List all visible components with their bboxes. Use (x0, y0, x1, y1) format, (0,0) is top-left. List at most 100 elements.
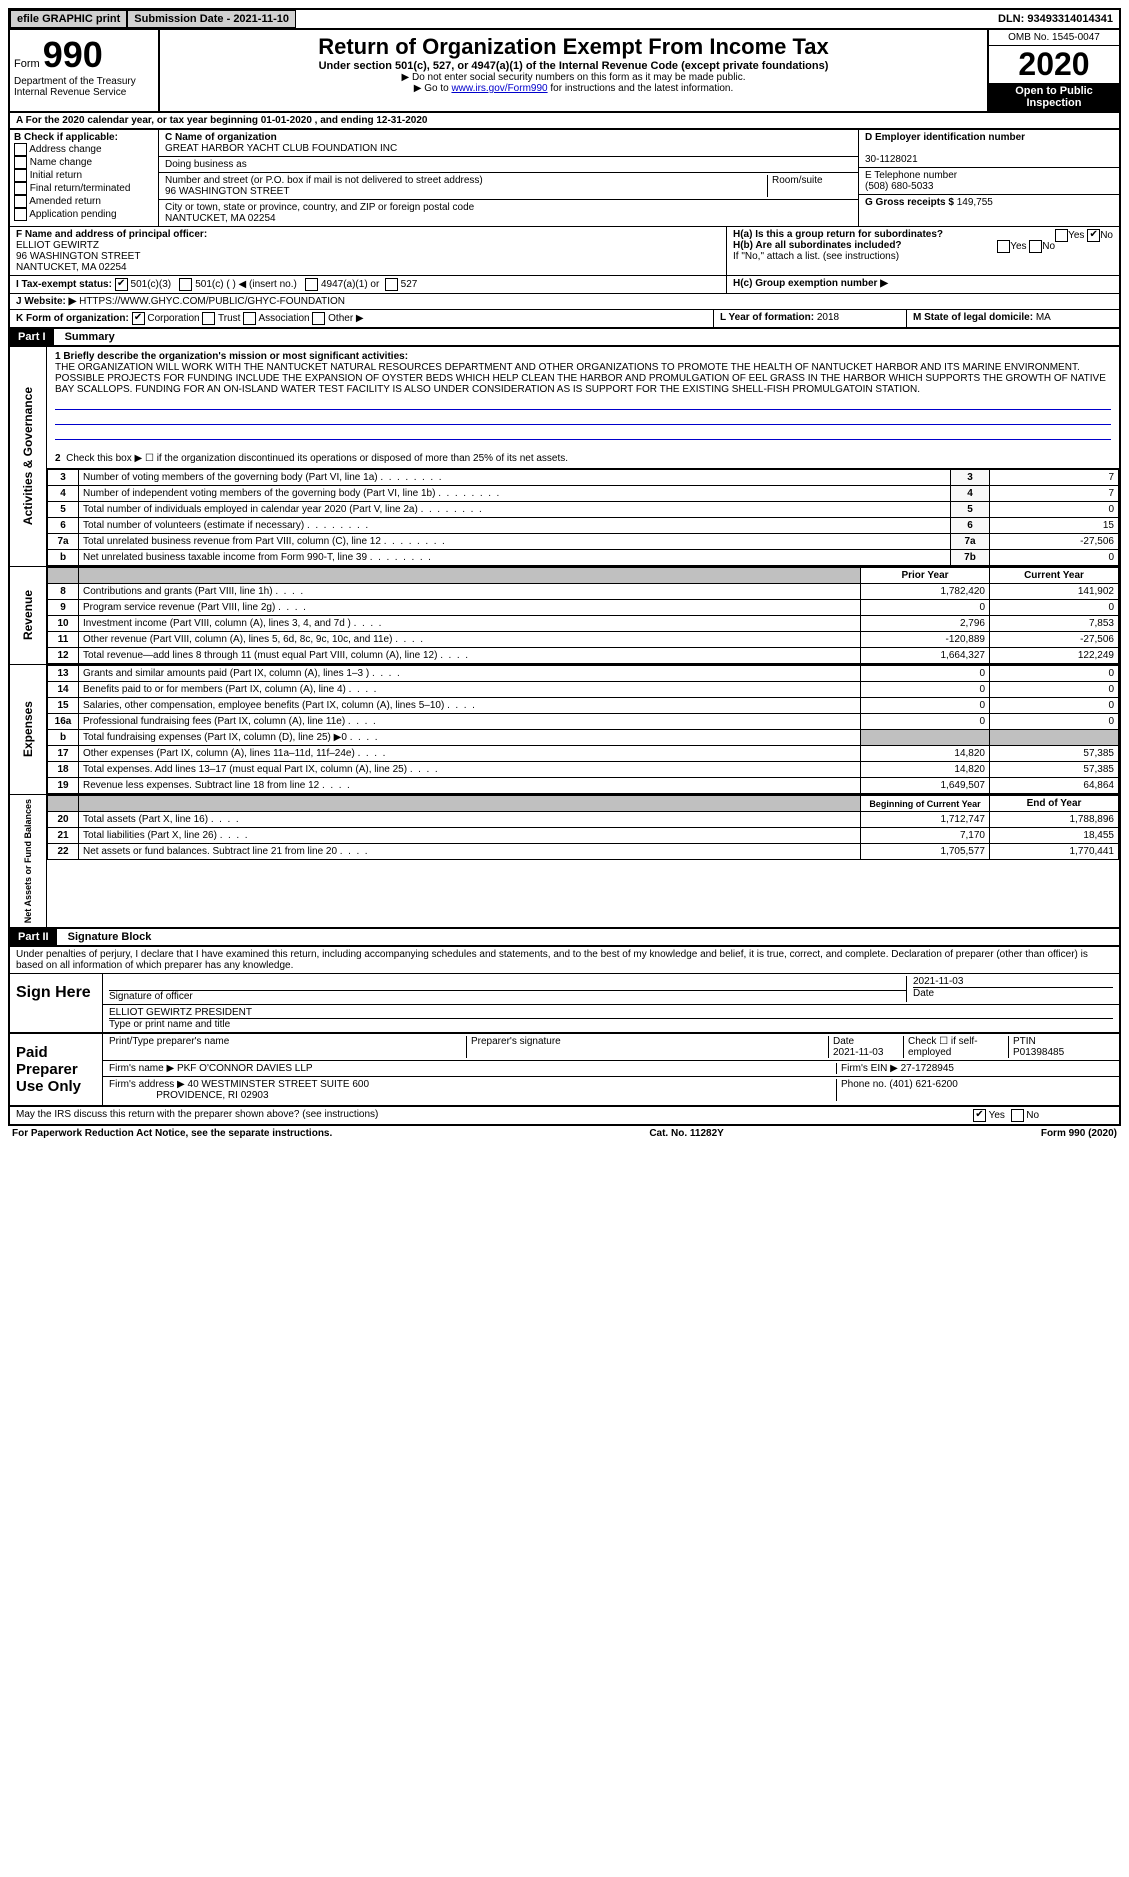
table-row: 20Total assets (Part X, line 16) . . . .… (48, 812, 1119, 828)
open-public-label: Open to Public Inspection (989, 83, 1119, 111)
sig-officer-label: Signature of officer (109, 990, 906, 1002)
opt-corp: Corporation (147, 313, 199, 324)
prep-date-val: 2021-11-03 (833, 1047, 883, 1058)
ha-yes: Yes (1068, 230, 1084, 241)
table-row: bNet unrelated business taxable income f… (48, 550, 1119, 566)
irs-link[interactable]: www.irs.gov/Form990 (451, 83, 547, 94)
table-row: 10Investment income (Part VIII, column (… (48, 616, 1119, 632)
city-label: City or town, state or province, country… (165, 202, 474, 213)
footer-mid: Cat. No. 11282Y (649, 1128, 723, 1139)
paid-preparer-section: Paid Preparer Use Only Print/Type prepar… (8, 1034, 1121, 1107)
footer-left: For Paperwork Reduction Act Notice, see … (12, 1128, 332, 1139)
table-row: 18Total expenses. Add lines 13–17 (must … (48, 762, 1119, 778)
firm-phone: (401) 621-6200 (889, 1079, 957, 1090)
sign-here-section: Sign Here Signature of officer 2021-11-0… (8, 974, 1121, 1034)
officer-name-title: ELLIOT GEWIRTZ PRESIDENT (109, 1007, 252, 1018)
firm-addr-label: Firm's address ▶ (109, 1079, 185, 1090)
opt-amended: Amended return (29, 196, 101, 207)
line-j-label: J Website: ▶ (16, 296, 76, 307)
chk-501c3[interactable] (115, 278, 128, 291)
table-row: 3Number of voting members of the governi… (48, 470, 1119, 486)
firm-name: PKF O'CONNOR DAVIES LLP (177, 1063, 313, 1074)
domicile-state: MA (1036, 312, 1051, 323)
chk-hb-yes[interactable] (997, 240, 1010, 253)
chk-amended[interactable] (14, 195, 27, 208)
tax-year: 2020 (989, 46, 1119, 83)
officer-label: F Name and address of principal officer: (16, 229, 207, 240)
chk-ha-yes[interactable] (1055, 229, 1068, 242)
row-i: I Tax-exempt status: 501(c)(3) 501(c) ( … (8, 276, 1121, 294)
firm-addr2: PROVIDENCE, RI 02903 (156, 1090, 268, 1101)
section-revenue: Revenue Prior YearCurrent Year8Contribut… (8, 567, 1121, 665)
chk-address-change[interactable] (14, 143, 27, 156)
chk-4947[interactable] (305, 278, 318, 291)
firm-ein: 27-1728945 (901, 1063, 954, 1074)
phone-label: E Telephone number (865, 170, 957, 181)
website-value: HTTPS://WWW.GHYC.COM/PUBLIC/GHYC-FOUNDAT… (79, 296, 345, 307)
table-row: Beginning of Current YearEnd of Year (48, 796, 1119, 812)
mission-block: 1 Briefly describe the organization's mi… (47, 347, 1119, 469)
table-row: 5Total number of individuals employed in… (48, 502, 1119, 518)
chk-corp[interactable] (132, 312, 145, 325)
hc-label: H(c) Group exemption number ▶ (733, 278, 888, 289)
label-governance: Activities & Governance (19, 383, 37, 529)
discuss-no: No (1026, 1110, 1039, 1121)
part2-title: Signature Block (60, 931, 152, 943)
part1-title: Summary (57, 331, 115, 343)
chk-discuss-no[interactable] (1011, 1109, 1024, 1122)
line-a-text: For the 2020 calendar year, or tax year … (26, 115, 428, 126)
chk-other[interactable] (312, 312, 325, 325)
section-expenses: Expenses 13Grants and similar amounts pa… (8, 665, 1121, 795)
label-expenses: Expenses (19, 697, 37, 761)
efile-button[interactable]: efile GRAPHIC print (10, 10, 127, 28)
table-row: 13Grants and similar amounts paid (Part … (48, 666, 1119, 682)
chk-trust[interactable] (202, 312, 215, 325)
prep-sig-label: Preparer's signature (467, 1036, 829, 1058)
room-label: Room/suite (767, 175, 852, 197)
chk-assoc[interactable] (243, 312, 256, 325)
chk-initial-return[interactable] (14, 169, 27, 182)
opt-501c: 501(c) ( ) ◀ (insert no.) (195, 279, 297, 290)
info-block: B Check if applicable: Address change Na… (8, 130, 1121, 227)
firm-ein-label: Firm's EIN ▶ (841, 1063, 898, 1074)
row-fh: F Name and address of principal officer:… (8, 227, 1121, 276)
chk-pending[interactable] (14, 208, 27, 221)
ein-value: 30-1128021 (865, 154, 918, 165)
form-subtitle: Under section 501(c), 527, or 4947(a)(1)… (168, 60, 979, 72)
opt-pending: Application pending (29, 209, 116, 220)
discuss-yes: Yes (989, 1110, 1005, 1121)
opt-final-return: Final return/terminated (30, 183, 131, 194)
table-row: 7aTotal unrelated business revenue from … (48, 534, 1119, 550)
submission-date-button[interactable]: Submission Date - 2021-11-10 (127, 10, 296, 28)
chk-ha-no[interactable] (1087, 229, 1100, 242)
penalty-text: Under penalties of perjury, I declare th… (8, 947, 1121, 974)
chk-527[interactable] (385, 278, 398, 291)
opt-527: 527 (401, 279, 418, 290)
opt-501c3: 501(c)(3) (131, 279, 172, 290)
q1-label: 1 Briefly describe the organization's mi… (55, 351, 408, 362)
firm-addr1: 40 WESTMINSTER STREET SUITE 600 (188, 1079, 370, 1090)
chk-discuss-yes[interactable] (973, 1109, 986, 1122)
table-row: bTotal fundraising expenses (Part IX, co… (48, 730, 1119, 746)
form-title: Return of Organization Exempt From Incom… (168, 34, 979, 60)
line-m-label: M State of legal domicile: (913, 312, 1033, 323)
hb-no: No (1042, 241, 1055, 252)
chk-hb-no[interactable] (1029, 240, 1042, 253)
part1-bar: Part I Summary (8, 329, 1121, 347)
ha-no: No (1100, 230, 1113, 241)
table-row: 14Benefits paid to or for members (Part … (48, 682, 1119, 698)
chk-name-change[interactable] (14, 156, 27, 169)
part1-header: Part I (10, 329, 54, 345)
section-h: H(a) Is this a group return for subordin… (727, 227, 1119, 275)
city-value: NANTUCKET, MA 02254 (165, 213, 276, 224)
chk-501c[interactable] (179, 278, 192, 291)
ein-label: D Employer identification number (865, 132, 1025, 143)
self-employed-label: Check ☐ if self-employed (904, 1036, 1009, 1058)
opt-4947: 4947(a)(1) or (321, 279, 379, 290)
row-klm: K Form of organization: Corporation Trus… (8, 310, 1121, 329)
instruction-1: ▶ Do not enter social security numbers o… (168, 72, 979, 83)
gross-receipts-label: G Gross receipts $ (865, 197, 954, 208)
chk-final-return[interactable] (14, 182, 27, 195)
discuss-row: May the IRS discuss this return with the… (8, 1107, 1121, 1126)
firm-name-label: Firm's name ▶ (109, 1063, 174, 1074)
